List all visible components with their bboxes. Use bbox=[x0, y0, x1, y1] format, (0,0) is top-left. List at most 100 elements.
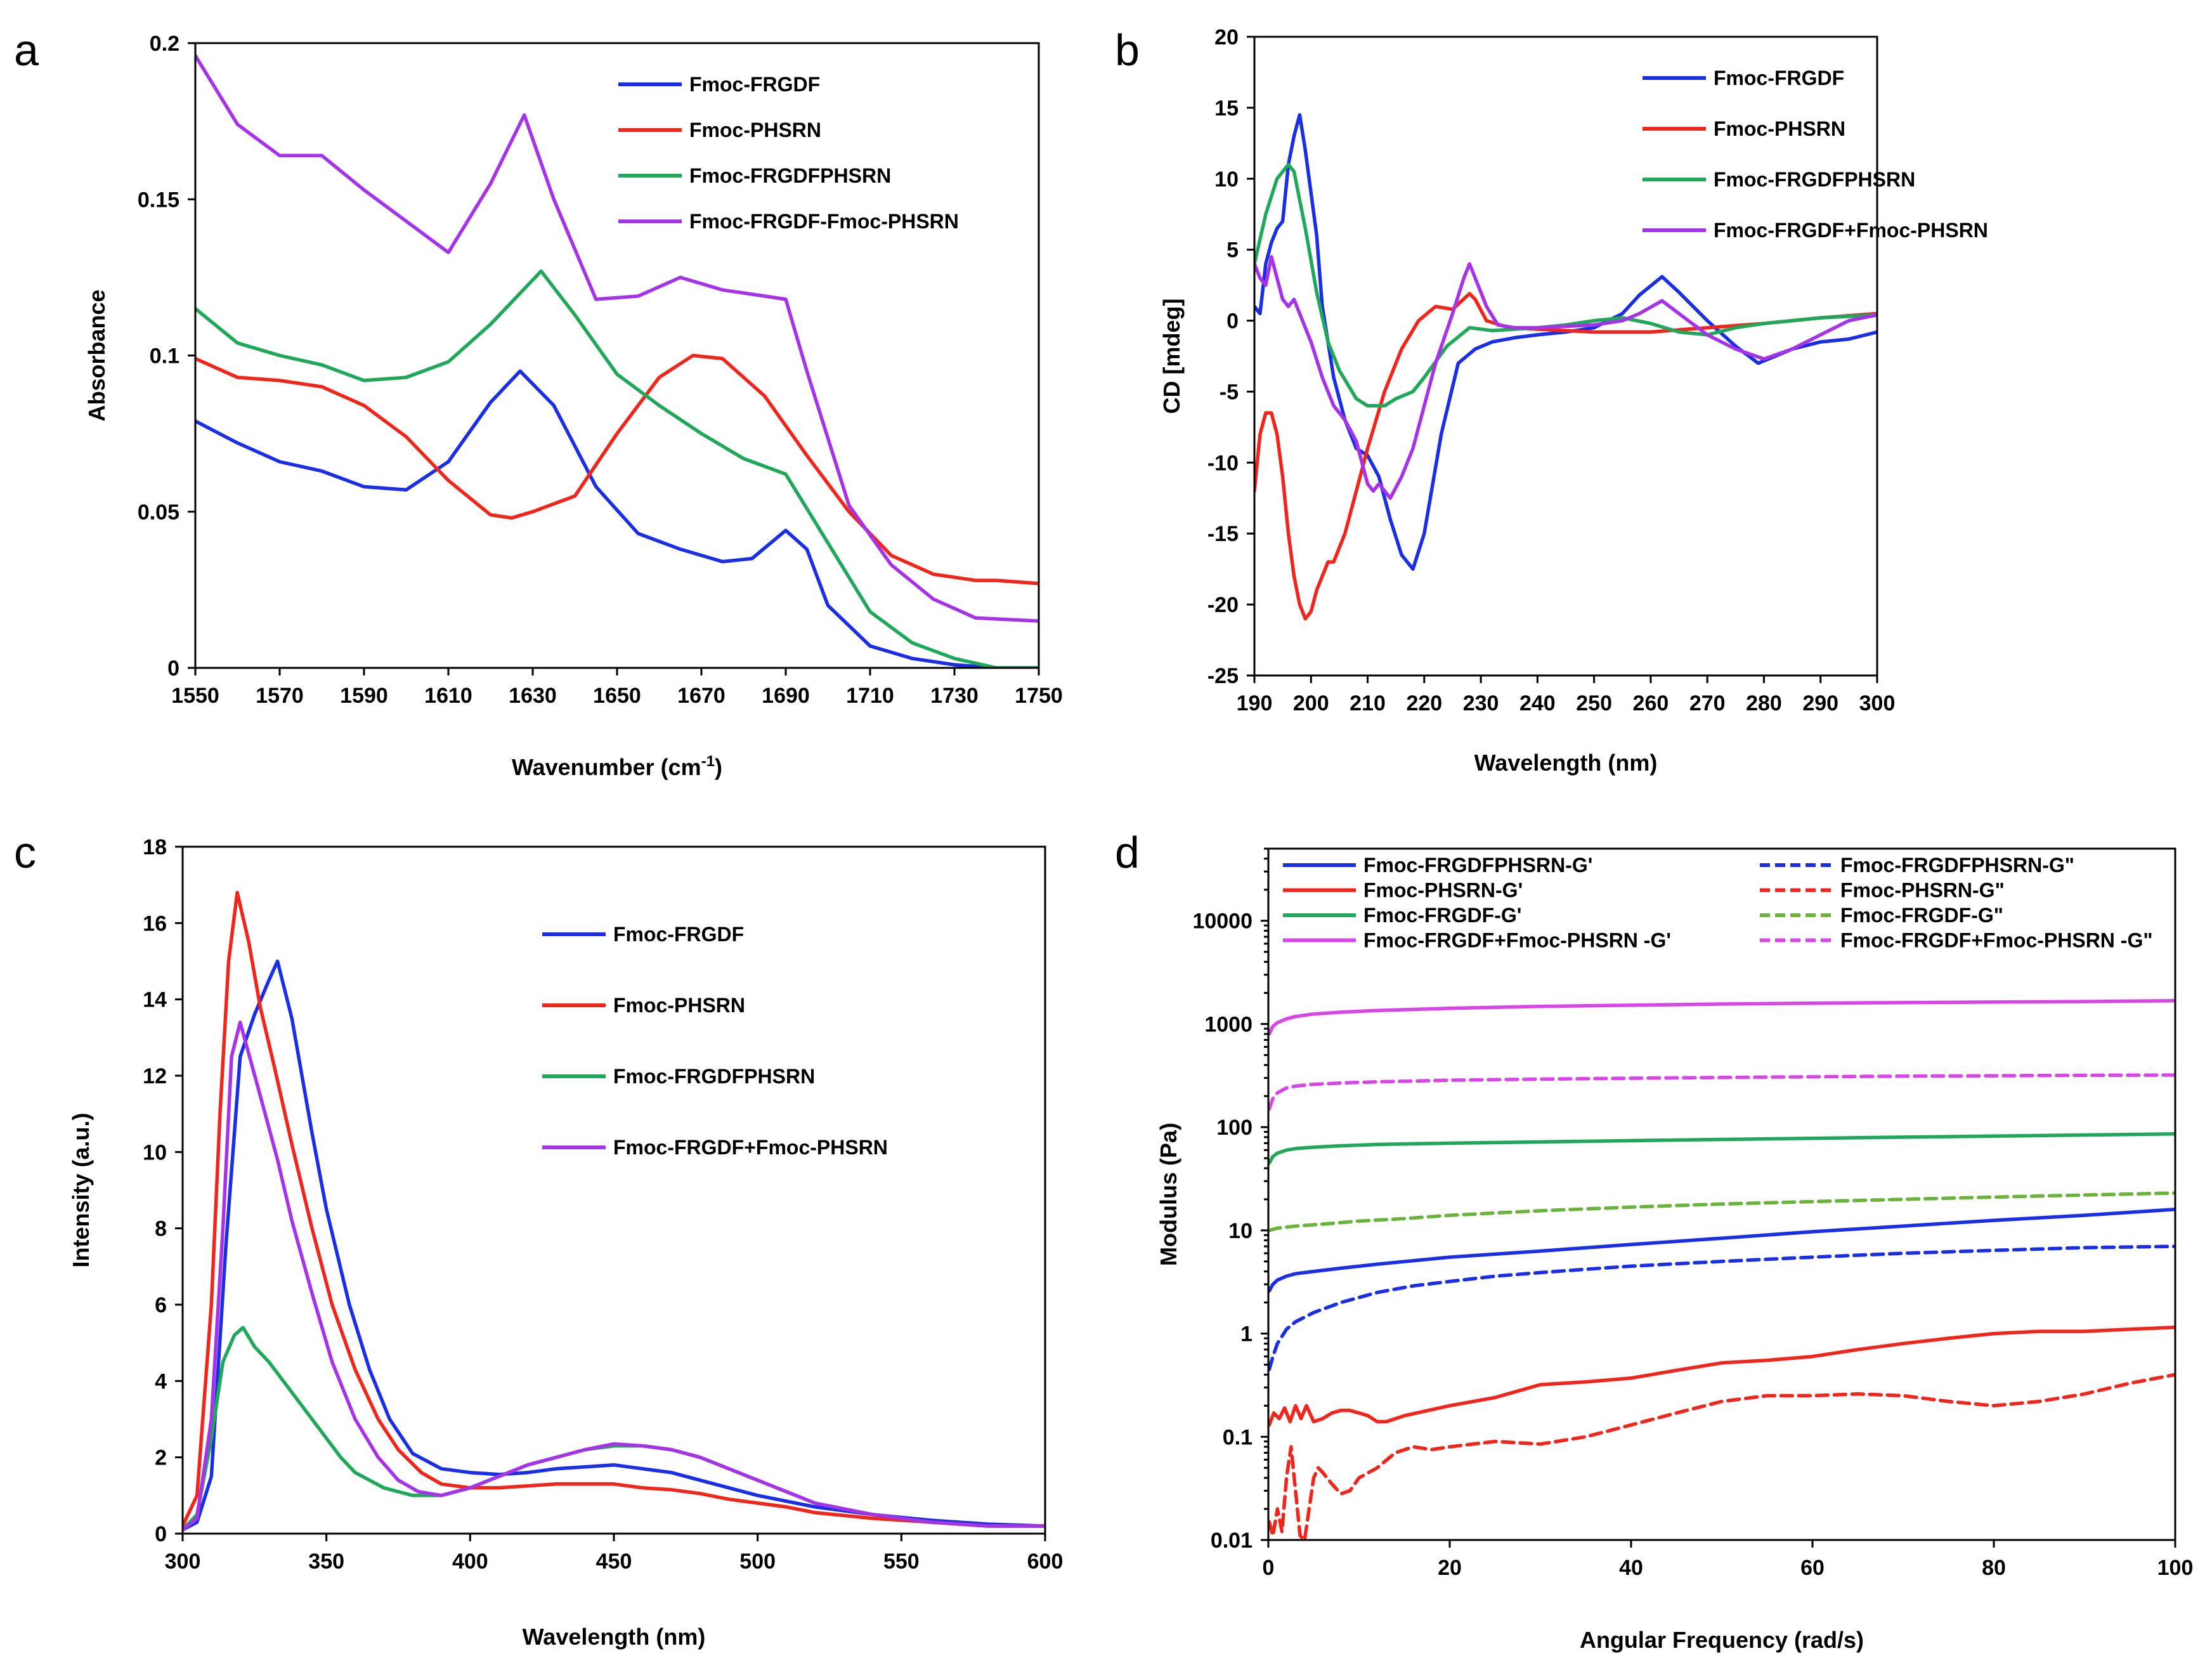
x-tick-label: 1730 bbox=[930, 684, 979, 708]
series-line-d-3 bbox=[1268, 1325, 2175, 1427]
x-tick-label: 40 bbox=[1619, 1556, 1643, 1580]
y-tick-label: -25 bbox=[1207, 664, 1239, 688]
y-tick-label: 18 bbox=[143, 835, 167, 859]
legend-label: Fmoc-PHSRN bbox=[689, 119, 821, 141]
y-axis-label: Absorbance bbox=[84, 289, 110, 421]
legend-label: Fmoc-FRGDF+Fmoc-PHSRN bbox=[613, 1136, 888, 1159]
y-tick-label: 10000 bbox=[1192, 910, 1252, 934]
legend-label: Fmoc-FRGDFPHSRN-G' bbox=[1363, 854, 1592, 877]
chart-panel-c: 300 350 400 450 500 550 600 0 2 4 6 8 10 12 14 16 18 Wave… bbox=[68, 835, 1063, 1650]
legend-label: Fmoc-PHSRN bbox=[1714, 117, 1845, 140]
y-tick-label: 100 bbox=[1216, 1116, 1252, 1140]
y-tick-label: -15 bbox=[1207, 522, 1239, 546]
y-axis-label: Modulus (Pa) bbox=[1155, 1123, 1181, 1266]
y-tick-label: 0 bbox=[155, 1522, 167, 1546]
legend-label: Fmoc-FRGDF+Fmoc-PHSRN -G' bbox=[1363, 929, 1671, 952]
x-tick-label: 290 bbox=[1802, 691, 1838, 715]
y-tick-label: 1 bbox=[1240, 1322, 1252, 1347]
y-tick-label: 0.15 bbox=[138, 188, 179, 212]
y-tick-label: 4 bbox=[155, 1369, 167, 1393]
y-tick-label: 0 bbox=[167, 656, 179, 681]
x-axis-label-main: Wavenumber (cm bbox=[512, 754, 701, 780]
x-axis-label: Wavelength (nm) bbox=[1474, 750, 1658, 776]
series-line-c-4 bbox=[183, 1021, 1045, 1532]
x-tick-label: 1630 bbox=[509, 684, 557, 708]
series-line-c-1 bbox=[183, 959, 1045, 1532]
panel-label-b: b bbox=[1115, 25, 1140, 75]
legend-label: Fmoc-FRGDFPHSRN-G" bbox=[1840, 854, 2074, 877]
y-tick-label: 6 bbox=[155, 1293, 167, 1317]
y-tick-label: 0.1 bbox=[1223, 1425, 1252, 1449]
series-line-c-2 bbox=[183, 890, 1045, 1528]
series-line-a-2 bbox=[195, 353, 1039, 585]
y-axis-label: CD [mdeg] bbox=[1159, 299, 1185, 414]
x-tick-label: 600 bbox=[1027, 1549, 1064, 1574]
legend-label: Fmoc-FRGDF bbox=[1714, 67, 1844, 89]
y-tick-label: 2 bbox=[155, 1446, 167, 1470]
x-tick-label: 1710 bbox=[846, 684, 894, 708]
x-axis-label: Wavelength (nm) bbox=[523, 1624, 706, 1650]
series-line-a-3 bbox=[195, 269, 1039, 668]
series-line-b-1 bbox=[1254, 113, 1877, 571]
x-axis-label-end: ) bbox=[715, 754, 722, 780]
legend-label: Fmoc-FRGDFPHSRN bbox=[1714, 168, 1915, 191]
legend-label: Fmoc-PHSRN bbox=[613, 994, 745, 1017]
legend-label: Fmoc-FRGDF-G' bbox=[1363, 904, 1521, 927]
y-tick-label: 10 bbox=[143, 1140, 167, 1164]
x-tick-label: 200 bbox=[1293, 691, 1329, 715]
x-tick-label: 1670 bbox=[677, 684, 725, 708]
x-tick-label: 1610 bbox=[424, 684, 472, 708]
x-tick-label: 220 bbox=[1406, 691, 1442, 715]
y-tick-label: 12 bbox=[143, 1064, 167, 1088]
legend-label: Fmoc-FRGDF bbox=[689, 73, 820, 96]
x-tick-label: 20 bbox=[1438, 1556, 1462, 1580]
panel-label-c: c bbox=[14, 828, 36, 877]
x-tick-label: 260 bbox=[1633, 691, 1669, 715]
legend-label: Fmoc-FRGDFPHSRN bbox=[689, 164, 891, 187]
y-tick-label: -5 bbox=[1220, 380, 1239, 404]
chart-panel-b: 190 200 210 220 230 240 250 260 270 280 290 300-25-… bbox=[1159, 25, 1988, 776]
series-line-c-3 bbox=[183, 1326, 1045, 1532]
series-line-d-1 bbox=[1268, 1207, 2175, 1293]
plot-frame bbox=[181, 845, 1046, 1535]
x-axis-label-sup: -1 bbox=[701, 753, 715, 770]
x-axis-label: Wavenumber (cm-1) bbox=[512, 753, 722, 780]
legend-label: Fmoc-FRGDF+Fmoc-PHSRN -G" bbox=[1840, 929, 2153, 952]
x-tick-label: 270 bbox=[1689, 691, 1726, 715]
series-line-d-6 bbox=[1268, 1191, 2175, 1232]
x-tick-label: 1570 bbox=[256, 684, 304, 708]
series-line-d-7 bbox=[1268, 999, 2175, 1036]
y-tick-label: -10 bbox=[1207, 451, 1239, 475]
x-tick-label: 500 bbox=[739, 1549, 776, 1574]
x-tick-label: 350 bbox=[308, 1549, 344, 1574]
chart-panel-d: 0 20 40 60 80 100 0.01 0.1 1 10 100 1000 10000 Angula… bbox=[1155, 847, 2193, 1653]
x-tick-label: 1750 bbox=[1015, 684, 1063, 708]
y-axis-label: Intensity (a.u.) bbox=[68, 1112, 94, 1267]
y-tick-label: 0 bbox=[1226, 310, 1239, 334]
series-line-d-2 bbox=[1268, 1244, 2175, 1371]
x-tick-label: 1650 bbox=[593, 684, 641, 708]
x-tick-label: 400 bbox=[452, 1549, 488, 1574]
series-line-b-4 bbox=[1254, 255, 1877, 500]
y-tick-label: 0.05 bbox=[138, 500, 179, 525]
x-tick-label: 300 bbox=[165, 1549, 201, 1574]
legend-label: Fmoc-PHSRN-G" bbox=[1840, 879, 2005, 902]
y-tick-label: 0.1 bbox=[150, 344, 179, 369]
legend-label: Fmoc-FRGDF-G" bbox=[1840, 904, 2003, 927]
x-tick-label: 250 bbox=[1576, 691, 1612, 715]
x-tick-label: 550 bbox=[883, 1549, 920, 1574]
panel-label-d: d bbox=[1115, 828, 1140, 877]
x-axis-label: Angular Frequency (rad/s) bbox=[1580, 1627, 1864, 1653]
x-tick-label: 1590 bbox=[340, 684, 388, 708]
series-line-b-2 bbox=[1254, 292, 1877, 621]
x-tick-label: 190 bbox=[1237, 691, 1273, 715]
x-tick-label: 240 bbox=[1519, 691, 1556, 715]
y-tick-label: 8 bbox=[155, 1217, 167, 1241]
x-tick-label: 0 bbox=[1263, 1556, 1275, 1580]
y-tick-label: 0.2 bbox=[150, 32, 179, 56]
series-line-d-8 bbox=[1268, 1073, 2175, 1111]
y-tick-label: 16 bbox=[143, 911, 167, 936]
y-tick-label: 5 bbox=[1226, 238, 1239, 263]
plot-frame bbox=[194, 42, 1040, 669]
y-tick-label: 14 bbox=[143, 988, 167, 1012]
